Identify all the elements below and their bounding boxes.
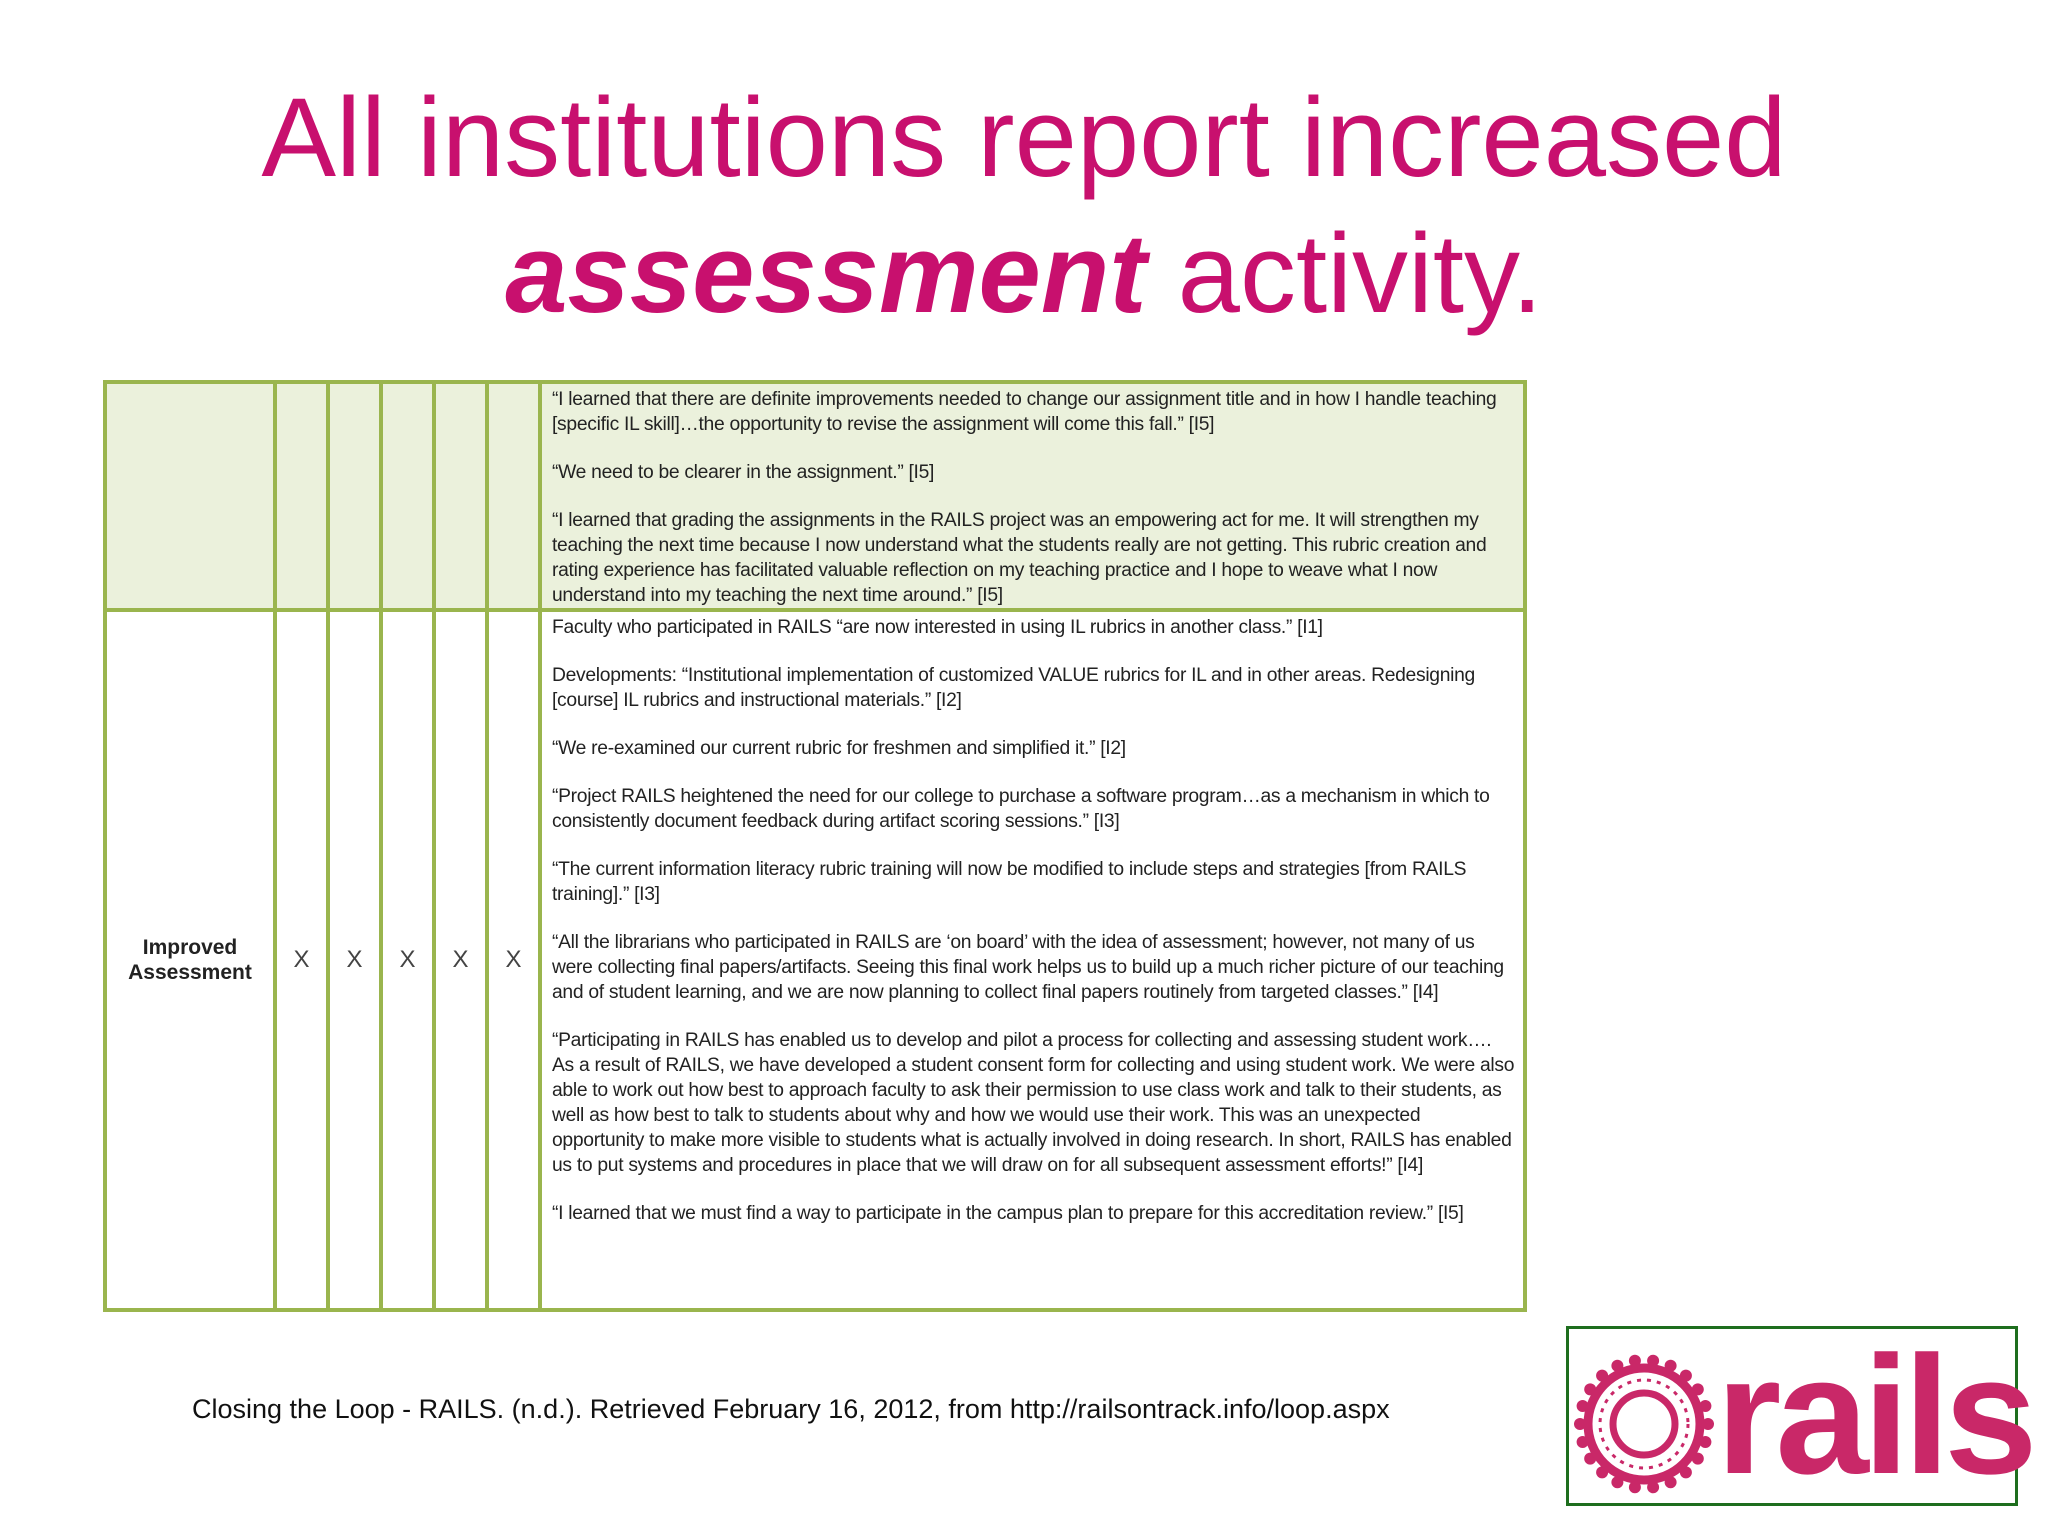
title-line-1: All institutions report increased [261, 75, 1787, 200]
gear-tooth [1647, 1481, 1660, 1494]
quotes-cell: Faculty who participated in RAILS “are n… [538, 608, 1527, 1312]
mark-cell: X [273, 608, 330, 1312]
gear-ring-icon [1574, 1354, 1714, 1494]
gear-tooth [1702, 1418, 1714, 1430]
gear-tooth [1628, 1481, 1641, 1494]
quote: “I learned that grading the assignments … [552, 510, 1487, 606]
mark-cell [432, 380, 489, 612]
quote: Faculty who participated in RAILS “are n… [552, 617, 1323, 638]
gear-tooth [1628, 1354, 1641, 1367]
mark-cell [485, 380, 542, 612]
quote: Developments: “Institutional implementat… [552, 665, 1475, 711]
assessment-table-image: “I learned that there are definite impro… [103, 380, 1527, 1312]
table-row-improved-assessment: Improved Assessment X X X X X Faculty wh… [103, 608, 1527, 1312]
title-line-2-rest: activity. [1146, 211, 1543, 336]
mark-cell: X [326, 608, 383, 1312]
title-emphasis: assessment [505, 211, 1147, 336]
quote: “Participating in RAILS has enabled us t… [552, 1030, 1515, 1176]
quote: “All the librarians who participated in … [552, 932, 1504, 1003]
quote: “We re-examined our current rubric for f… [552, 738, 1126, 759]
row-label-cell: Improved Assessment [103, 608, 277, 1312]
mark-cell: X [379, 608, 436, 1312]
gear-tooth [1574, 1418, 1586, 1430]
row-label-cell [103, 380, 277, 612]
citation: Closing the Loop - RAILS. (n.d.). Retrie… [192, 1394, 1390, 1424]
row-label: Improved Assessment [128, 936, 252, 984]
quote: “We need to be clearer in the assignment… [552, 462, 935, 483]
mark-cell: X [485, 608, 542, 1312]
mark-cell: X [432, 608, 489, 1312]
logo-wordmark: rails [1716, 1321, 2038, 1509]
quote: “Project RAILS heightened the need for o… [552, 786, 1490, 832]
quote: “I learned that we must find a way to pa… [552, 1203, 1464, 1224]
table-row-previous: “I learned that there are definite impro… [103, 380, 1527, 612]
rails-logo: rails [1566, 1326, 2038, 1506]
mark-cell [273, 380, 330, 612]
quote: “The current information literacy rubric… [552, 859, 1467, 905]
slide-title: All institutions report increased assess… [0, 70, 2048, 342]
mark-cell [379, 380, 436, 612]
assessment-table: “I learned that there are definite impro… [103, 380, 1527, 1312]
quote: “I learned that there are definite impro… [552, 389, 1497, 435]
mark-cell [326, 380, 383, 612]
quotes-cell: “I learned that there are definite impro… [538, 380, 1527, 612]
gear-tooth [1647, 1354, 1660, 1367]
